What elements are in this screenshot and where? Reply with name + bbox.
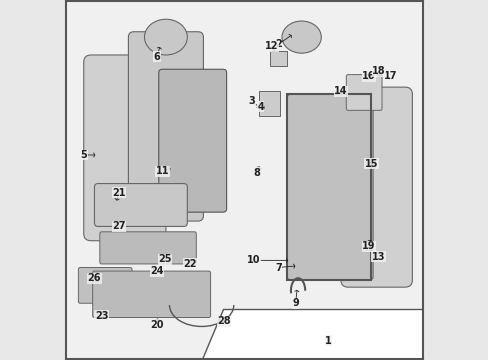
- Text: 23: 23: [95, 311, 108, 321]
- FancyBboxPatch shape: [340, 87, 411, 287]
- FancyBboxPatch shape: [159, 69, 226, 212]
- Bar: [287, 94, 370, 280]
- FancyBboxPatch shape: [94, 184, 187, 226]
- Text: 10: 10: [246, 255, 260, 265]
- Ellipse shape: [144, 19, 187, 55]
- FancyBboxPatch shape: [78, 267, 132, 303]
- Text: 8: 8: [253, 168, 260, 178]
- FancyBboxPatch shape: [287, 94, 372, 280]
- Text: 1: 1: [325, 336, 331, 346]
- FancyBboxPatch shape: [346, 75, 381, 111]
- Text: 2: 2: [274, 39, 281, 49]
- Text: 26: 26: [87, 273, 101, 283]
- Bar: [258, 91, 280, 116]
- Text: 5: 5: [80, 150, 87, 160]
- Text: 27: 27: [112, 221, 125, 231]
- FancyBboxPatch shape: [83, 55, 165, 241]
- Text: 18: 18: [371, 66, 385, 76]
- Text: 12: 12: [264, 41, 278, 51]
- Polygon shape: [201, 309, 422, 359]
- Text: 22: 22: [183, 259, 197, 269]
- Text: 20: 20: [150, 320, 163, 330]
- Text: 7: 7: [274, 262, 281, 273]
- Text: 17: 17: [383, 71, 396, 81]
- Text: 3: 3: [248, 96, 255, 107]
- FancyBboxPatch shape: [128, 32, 203, 221]
- Text: 14: 14: [333, 86, 347, 96]
- Ellipse shape: [282, 21, 321, 53]
- Text: 11: 11: [155, 166, 169, 176]
- Text: 15: 15: [364, 159, 377, 169]
- Text: 9: 9: [292, 298, 298, 308]
- Text: 21: 21: [112, 188, 125, 198]
- FancyBboxPatch shape: [93, 271, 210, 318]
- Text: 25: 25: [158, 254, 171, 264]
- Text: 19: 19: [361, 241, 375, 251]
- Text: 6: 6: [153, 52, 160, 62]
- Text: 16: 16: [361, 71, 375, 81]
- Text: 4: 4: [257, 102, 264, 112]
- Text: 24: 24: [150, 266, 163, 276]
- Text: 28: 28: [217, 316, 230, 326]
- FancyBboxPatch shape: [100, 232, 196, 264]
- Text: 13: 13: [371, 252, 385, 262]
- Bar: [269, 51, 287, 66]
